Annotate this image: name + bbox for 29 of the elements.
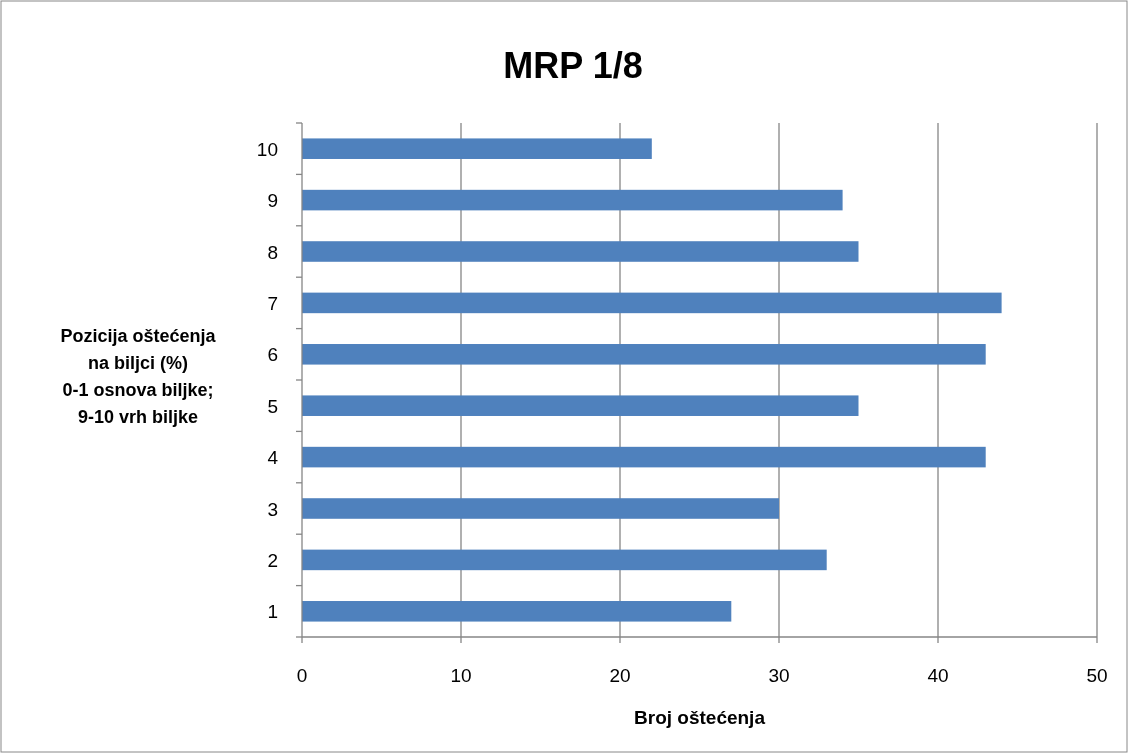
x-tick-label: 20 [609,665,631,686]
y-tick-label: 6 [267,344,278,366]
y-tick-label: 1 [267,601,278,623]
chart-title: MRP 1/8 [503,45,643,86]
y-tick-label: 2 [267,549,278,571]
bar [302,446,986,468]
x-tick-label: 10 [450,665,472,686]
bar [302,138,652,159]
bar [302,189,843,211]
bar [302,601,732,622]
y-tick-label: 4 [267,447,279,469]
bar [302,344,986,365]
y-axis-title: Pozicija oštećenja na biljci (%) 0-1 osnova biljke; 9-10 vrh biljke [60,326,217,427]
bar [302,292,1002,314]
bar [302,241,859,262]
x-tick-label: 40 [927,665,949,686]
bar [302,395,859,416]
x-tick-label: 50 [1086,665,1108,686]
bar [302,549,827,571]
x-tick-label: 30 [768,665,790,686]
y-tick-label: 9 [267,190,278,212]
y-tick-label: 10 [256,138,278,160]
y-tick-label: 7 [267,292,278,314]
bar [302,498,779,519]
y-tick-label: 5 [267,395,278,417]
y-tick-label: 3 [267,498,278,520]
y-tick-label: 8 [267,241,278,263]
x-tick-label: 0 [296,665,308,686]
x-axis-title: Broj oštećenja [634,707,766,728]
